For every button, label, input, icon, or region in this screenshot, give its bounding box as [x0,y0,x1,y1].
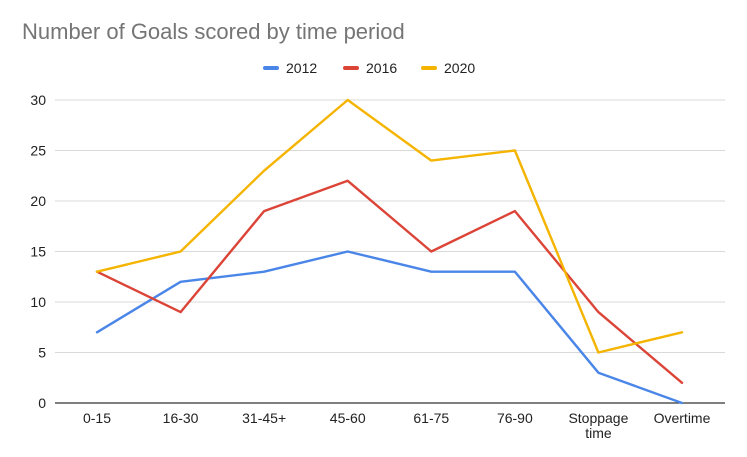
x-tick-label: 0-15 [83,410,111,426]
x-tick-label: 76-90 [497,410,533,426]
legend-swatch-2020 [421,66,437,70]
x-tick-label: 31-45+ [242,410,286,426]
x-tick-label: 16-30 [163,410,199,426]
legend-item-2016: 2016 [343,60,397,76]
x-tick-label: 61-75 [413,410,449,426]
y-tick-label: 15 [30,244,46,260]
legend-label-2016: 2016 [366,60,398,76]
legend-item-2020: 2020 [421,60,475,76]
legend-label-2012: 2012 [286,60,318,76]
x-tick-label: Overtime [654,410,711,426]
legend-swatch-2012 [263,66,279,70]
series-line-2020 [95,98,684,354]
series-line-2012 [95,250,684,405]
legend-item-2012: 2012 [263,60,317,76]
legend-swatch-2016 [343,66,359,70]
chart-title: Number of Goals scored by time period [22,19,405,44]
legend-label-2020: 2020 [444,60,476,76]
legend: 2012 2016 2020 [0,60,747,80]
x-tick-label: Stoppage time [568,410,628,441]
x-tick-label: 45-60 [330,410,366,426]
y-tick-label: 20 [30,193,46,209]
y-tick-label: 25 [30,143,46,159]
y-tick-label: 0 [38,395,46,411]
y-tick-label: 30 [30,92,46,108]
y-tick-label: 5 [38,345,46,361]
y-tick-label: 10 [30,294,46,310]
series-line-2016 [95,179,684,384]
